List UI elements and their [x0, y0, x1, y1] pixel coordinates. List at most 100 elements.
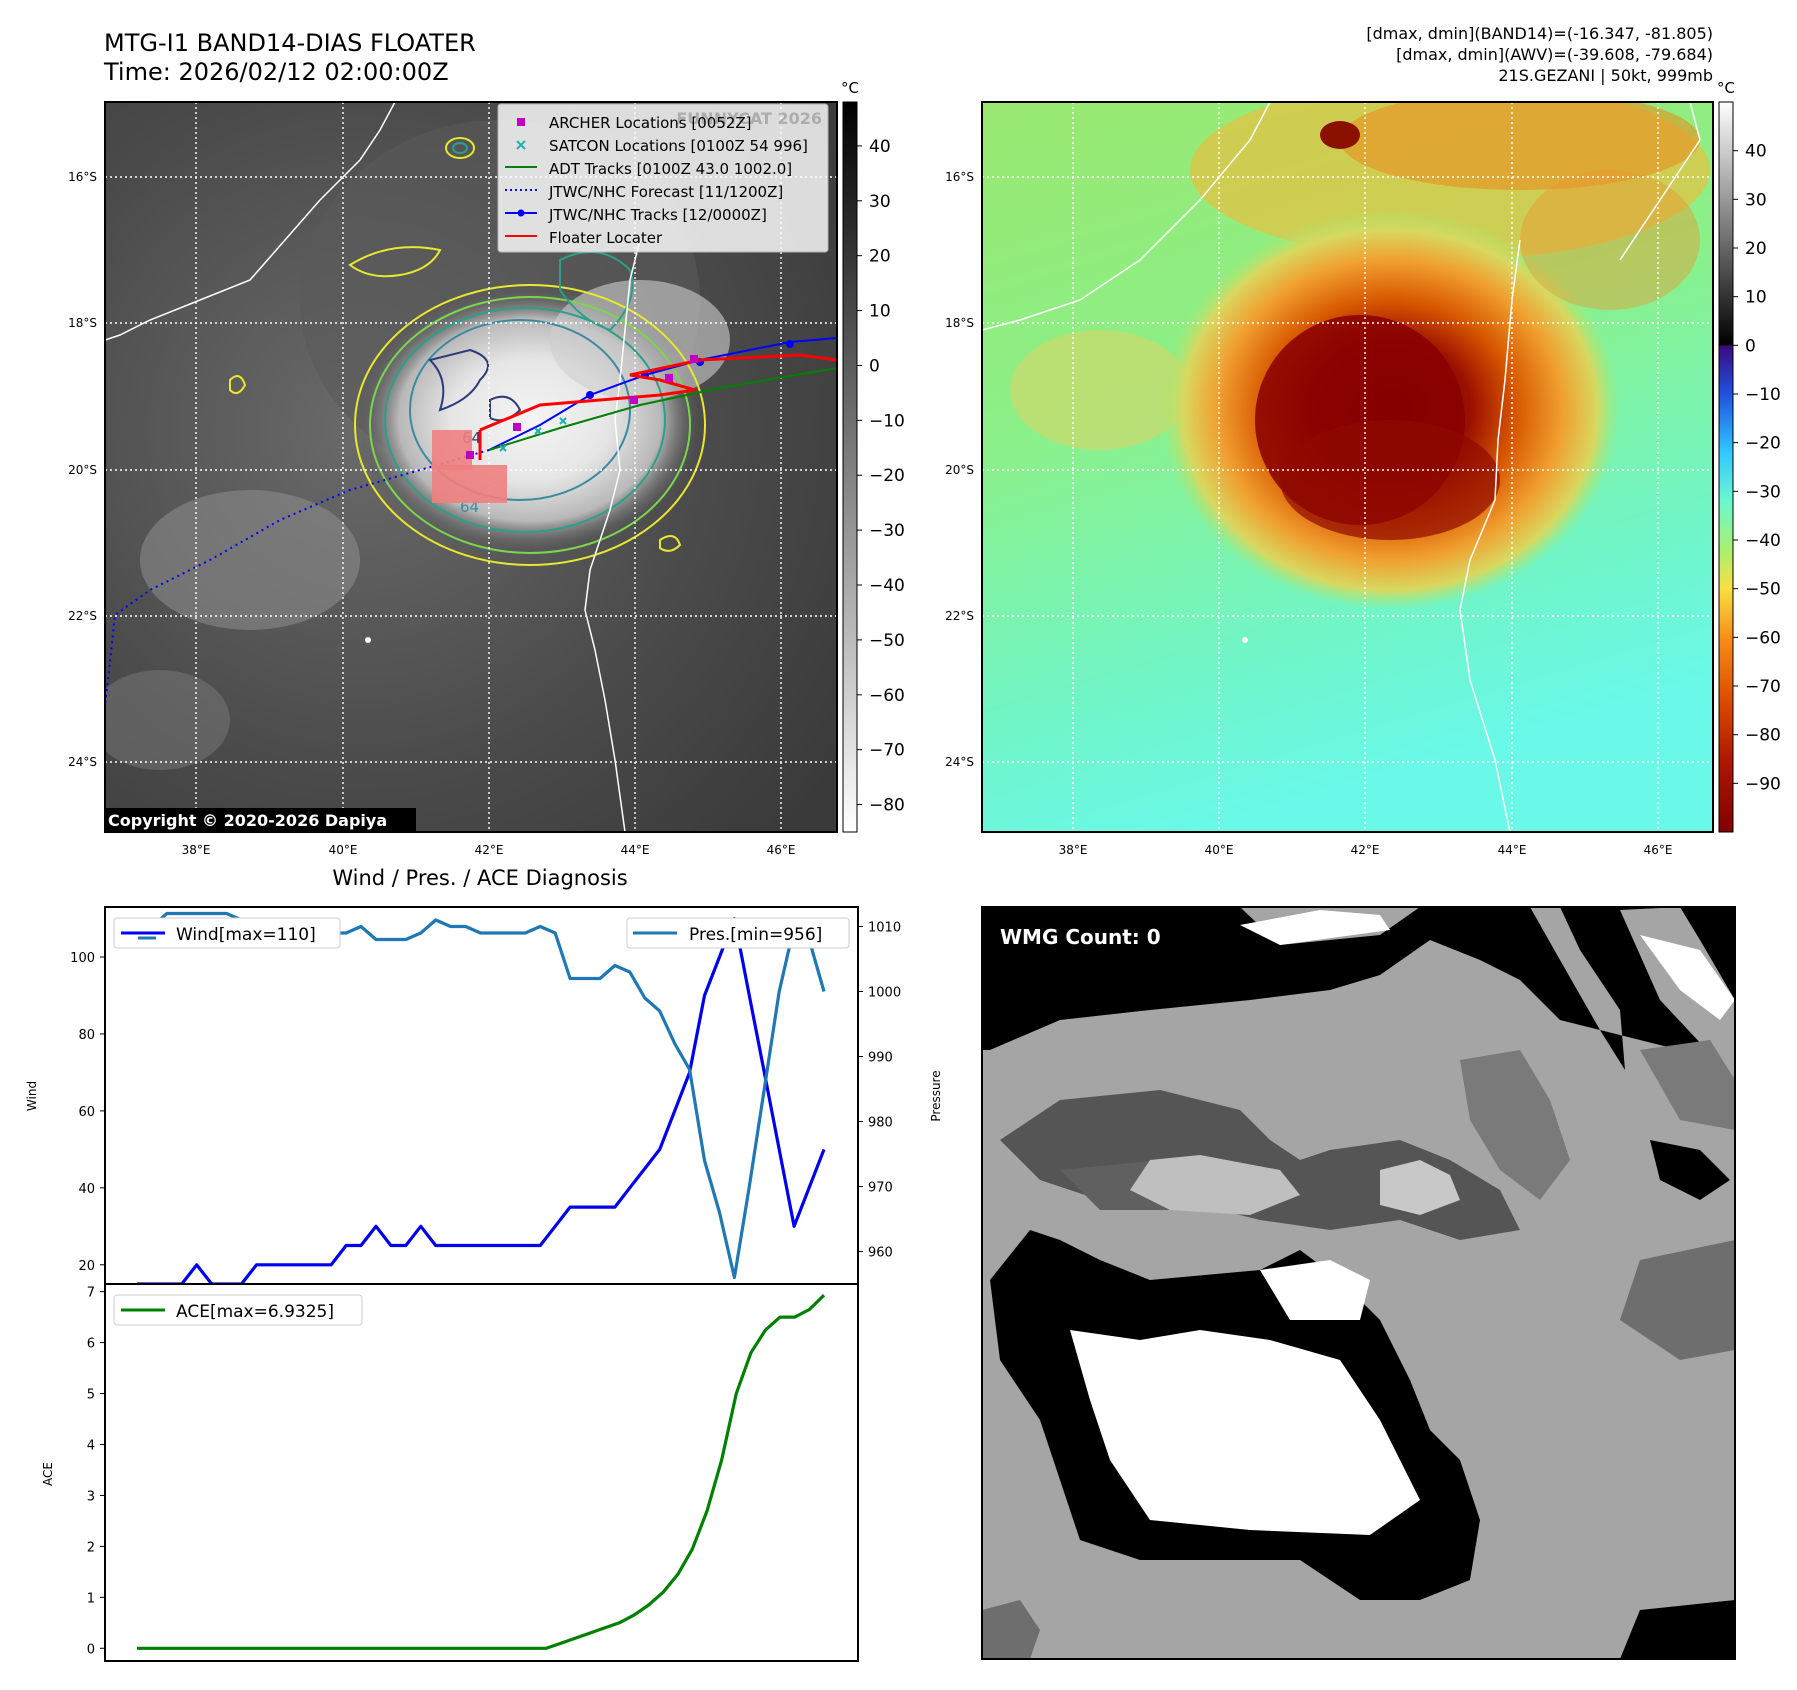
- colorbar-tick-label: 20: [869, 247, 891, 267]
- lat-label: 22°S: [945, 609, 974, 623]
- ir-lon-labels: 38°E 40°E 42°E 44°E 46°E: [182, 843, 796, 857]
- contour-yellow: [659, 535, 682, 552]
- wv-lat-labels: 16°S 18°S 20°S 22°S 24°S: [945, 170, 974, 769]
- contour-dark: [489, 395, 522, 422]
- coastline: [1459, 239, 1521, 832]
- lon-label: 42°E: [1351, 843, 1380, 857]
- lon-label: 38°E: [182, 843, 211, 857]
- lon-label: 42°E: [475, 843, 504, 857]
- legend-label: JTWC/NHC Forecast [11/1200Z]: [548, 183, 783, 201]
- ace-axis-label: ACE: [41, 1462, 55, 1486]
- satcon-points: [499, 417, 567, 452]
- ace-tick-label: 0: [87, 1642, 95, 1657]
- colorbar-ir-unit: °C: [841, 79, 859, 97]
- wmg-white-block: [1240, 910, 1390, 945]
- wmg-label-box: [992, 921, 1175, 953]
- pressure-tick-label: 980: [868, 1116, 893, 1131]
- ace-frame: [104, 1283, 859, 1662]
- wind-pres-marks: 20 40 60 80 100 960 970 980 990 1000 1010: [70, 911, 901, 1286]
- wmg-count-label: WMG Count: 0: [1000, 925, 1161, 949]
- wmg-black-band: [1650, 1140, 1730, 1200]
- lat-label: 18°S: [945, 316, 974, 330]
- info-storm-id: 21S.GEZANI | 50kt, 999mb: [1498, 66, 1713, 85]
- ace-line: [137, 1294, 826, 1650]
- pressure-tick-label: 960: [868, 1246, 893, 1261]
- wmg-panel: WMG Count: 0: [981, 906, 1736, 1660]
- lat-label: 20°S: [68, 463, 97, 477]
- legend-archer-marker: [517, 118, 525, 126]
- wind-pres-frame: [104, 906, 859, 1285]
- contour-yellow: [348, 246, 442, 278]
- info-band14-range: [dmax, dmin](BAND14)=(-16.347, -81.805): [1366, 24, 1713, 43]
- lon-label: 38°E: [1059, 843, 1088, 857]
- pressure-axis-label: Pressure: [929, 1070, 943, 1121]
- wmg-white-core: [1070, 1330, 1420, 1535]
- pres-legend: Pres.[min=956]: [626, 917, 850, 949]
- wmg-dark-gray-band: [1640, 1040, 1735, 1130]
- ace-chart: 0 1 2 3 4 5 6 7 ACE ACE[max=6.9325]: [41, 1283, 859, 1662]
- ir-cloud-band: [550, 280, 730, 400]
- colorbar-tick-label: −20: [1745, 434, 1781, 454]
- coastline: [105, 102, 396, 341]
- contour-teal: [384, 307, 666, 533]
- colorbar-wv-ticks: 40 30 20 10 0 −10 −20 −30 −40 −50 −60 −70 −80 −90: [1733, 142, 1781, 794]
- wmg-light-gray-spot: [1380, 1160, 1460, 1215]
- wv-eyewall: [1280, 420, 1500, 540]
- pressure-tick-label: 990: [868, 1051, 893, 1066]
- wmg-black-band: [1620, 1600, 1735, 1659]
- archer-region: [432, 430, 472, 470]
- copyright-box: [105, 808, 416, 832]
- contour-green: [369, 296, 691, 554]
- lon-label: 46°E: [1644, 843, 1673, 857]
- colorbar-ir: °C 40 30 20 10 0 −10 −20 −30 −40 −50 −60 −70 −80: [841, 79, 905, 833]
- wind-tick-label: 40: [78, 1182, 95, 1197]
- lon-label: 40°E: [1205, 843, 1234, 857]
- island-dot: [1242, 637, 1248, 643]
- wv-lon-labels: 38°E 40°E 42°E 44°E 46°E: [1059, 843, 1673, 857]
- colorbar-tick-label: −90: [1745, 774, 1781, 794]
- colorbar-tick-label: −60: [1745, 628, 1781, 648]
- ir-cloud-band: [105, 670, 230, 770]
- wind-tick-label: 20: [78, 1259, 95, 1274]
- colorbar-tick-label: −80: [1745, 726, 1781, 746]
- jtwc-track-point: [586, 391, 594, 399]
- wind-tick-label: 80: [78, 1028, 95, 1043]
- wmg-frame: [981, 906, 1736, 1660]
- diagnosis-title: Wind / Pres. / ACE Diagnosis: [332, 866, 627, 890]
- wv-map-panel: [981, 101, 1714, 833]
- watermark: FUNNYCAT 2026: [676, 109, 822, 128]
- jtwc-forecast-track: [105, 449, 490, 706]
- wmg-dark-gray-band: [982, 1600, 1040, 1659]
- ace-tick-label: 7: [87, 1286, 95, 1301]
- colorbar-tick-label: −30: [1745, 482, 1781, 502]
- pressure-tick-label: 1000: [868, 986, 901, 1001]
- pres-legend-label: Pres.[min=956]: [689, 925, 822, 945]
- figure-title: MTG-I1 BAND14-DIAS FLOATER: [104, 29, 476, 57]
- pressure-tick-label: 1010: [868, 921, 901, 936]
- colorbar-tick-label: −70: [869, 741, 905, 761]
- colorbar-tick-label: −80: [869, 796, 905, 816]
- colorbar-tick-label: −60: [869, 686, 905, 706]
- coastline: [982, 102, 1271, 331]
- lat-label: 24°S: [68, 755, 97, 769]
- colorbar-tick-label: 10: [1745, 288, 1767, 308]
- lon-label: 44°E: [1498, 843, 1527, 857]
- copyright-text: Copyright © 2020-2026 Dapiya: [108, 811, 387, 830]
- wv-moisture-band: [1520, 170, 1700, 310]
- wmg-light-gray-spot: [1130, 1155, 1300, 1215]
- contour-teal: [452, 142, 468, 154]
- wv-gridlines: [982, 102, 1713, 832]
- contour-yellow: [229, 375, 247, 395]
- legend-label: Floater Locater: [549, 229, 663, 247]
- colorbar-ir-scale: [842, 101, 858, 833]
- colorbar-tick-label: −30: [869, 521, 905, 541]
- colorbar-tick-label: −50: [1745, 580, 1781, 600]
- ace-tick-label: 5: [87, 1388, 95, 1403]
- ace-tick-label: 2: [87, 1540, 95, 1555]
- archer-region: [432, 465, 507, 503]
- wind-legend: Wind[max=110]: [113, 917, 341, 949]
- ir-frame: [104, 101, 838, 833]
- wmg-dark-gray-band: [1620, 1240, 1735, 1360]
- wind-tick-label: 60: [78, 1105, 95, 1120]
- ace-tick-label: 3: [87, 1489, 95, 1504]
